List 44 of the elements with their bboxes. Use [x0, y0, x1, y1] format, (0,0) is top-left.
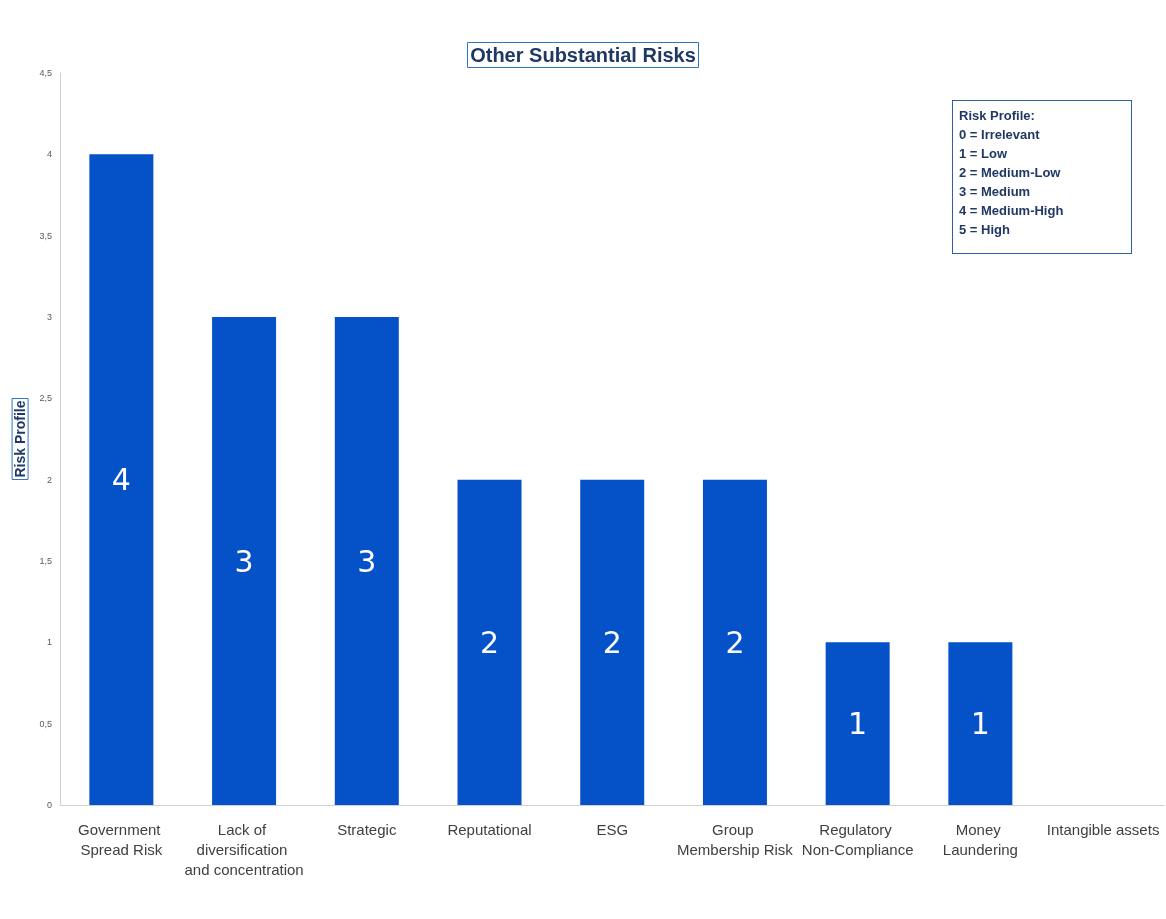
y-tick-label: 4,5 — [39, 68, 52, 78]
bar — [825, 642, 890, 805]
bar — [702, 479, 767, 805]
annotation: 3 = Medium — [959, 183, 1032, 201]
y-tick-label: 3,5 — [39, 230, 52, 241]
data-label: 3 — [234, 543, 254, 579]
annotation: 0 = Irrelevant — [959, 126, 1041, 144]
annotation: 2 = Medium-Low — [959, 164, 1062, 182]
annotation: 5 = High — [959, 221, 1011, 239]
bar — [580, 479, 645, 805]
x-tick-label: Strategic — [337, 820, 397, 838]
x-tick-label: Intangible assets — [1046, 820, 1160, 838]
data-label: 2 — [602, 624, 622, 660]
y-tick-label: 0,5 — [39, 718, 52, 729]
y-tick-label: 0 — [46, 800, 52, 810]
y-tick-label: 2,5 — [39, 393, 52, 404]
y-tick-label: 3 — [46, 312, 52, 322]
bar — [948, 642, 1013, 805]
data-label: 1 — [848, 706, 868, 742]
data-label: 4 — [111, 462, 131, 498]
data-label: 1 — [970, 706, 990, 742]
x-tick-label: Government Spread Risk — [78, 820, 165, 858]
data-label: 2 — [725, 624, 745, 660]
y-tick-label: 1,5 — [39, 556, 52, 566]
bar — [334, 317, 399, 805]
data-label: 2 — [479, 624, 500, 660]
x-tick-label: Money Laundering — [942, 820, 1018, 858]
y-axis-title: Risk Profile — [12, 400, 29, 478]
bar — [457, 479, 522, 805]
x-tick-label: Reputational — [447, 820, 532, 838]
bar — [212, 317, 277, 805]
bar — [89, 154, 154, 805]
x-tick-label: ESG — [596, 820, 629, 838]
x-tick-label: Lack of diversification and concentration — [184, 820, 304, 878]
annotation: 4 = Medium-High — [959, 202, 1065, 220]
annotation: 1 = Low — [959, 145, 1009, 163]
chart-title: Other Substantial Risks — [470, 44, 696, 66]
data-label: 3 — [357, 543, 377, 579]
y-tick-label: 2 — [46, 474, 52, 485]
y-tick-label: 1 — [46, 637, 52, 648]
x-tick-label: Regulatory Non-Compliance — [801, 820, 914, 858]
y-tick-label: 4 — [46, 149, 52, 160]
annotation: Risk Profile: — [959, 107, 1036, 125]
x-tick-label: Group Membership Risk — [677, 820, 794, 858]
